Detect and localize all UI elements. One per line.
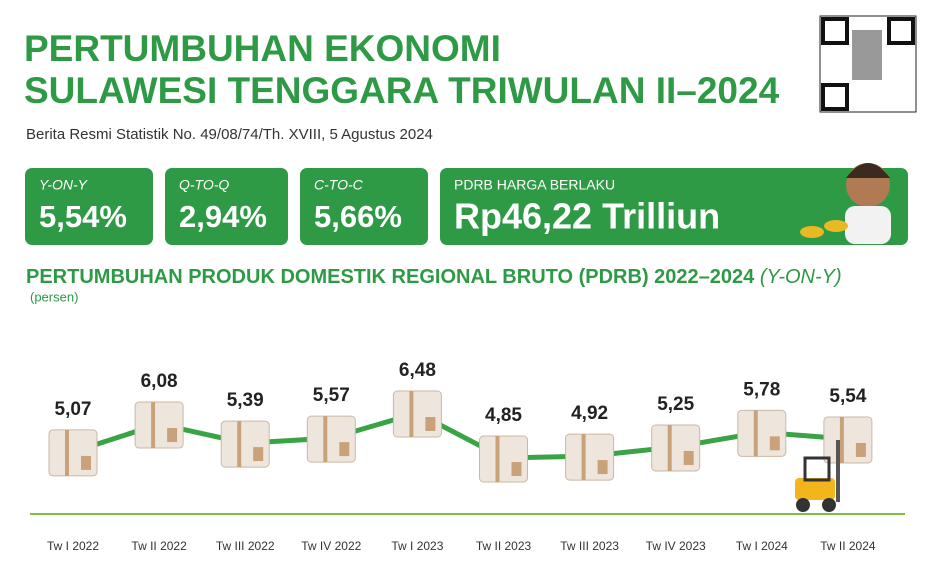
stat-card	[300, 168, 428, 245]
box-label	[597, 460, 608, 475]
stat-card	[165, 168, 288, 245]
chart-title-main: PERTUMBUHAN PRODUK DOMESTIK REGIONAL BRU…	[26, 266, 755, 288]
card-value: Rp46,22 Trilliun	[454, 196, 720, 237]
box-label	[81, 455, 91, 470]
subtitle: Berita Resmi Statistik No. 49/08/74/Th. …	[26, 126, 433, 143]
x-tick-label: Tw IV 2023	[646, 539, 706, 553]
x-tick-label: Tw II 2023	[476, 539, 532, 553]
value-label: 4,92	[571, 403, 608, 424]
x-tick-label: Tw III 2023	[560, 539, 619, 553]
box-label	[425, 417, 436, 431]
x-tick-label: Tw II 2024	[820, 539, 876, 553]
stat-card	[25, 168, 153, 245]
box-label	[339, 442, 350, 457]
card-label: PDRB HARGA BERLAKU	[454, 177, 615, 193]
x-tick-label: Tw IV 2022	[301, 539, 361, 553]
value-label: 4,85	[485, 405, 522, 426]
forklift	[795, 440, 840, 512]
card-label: Y-ON-Y	[39, 177, 89, 193]
card-value: 2,94%	[179, 199, 267, 234]
x-tick-label: Tw I 2022	[47, 539, 99, 553]
value-label: 5,57	[313, 385, 350, 406]
title-line: PERTUMBUHAN EKONOMI	[24, 28, 501, 69]
title-line: SULAWESI TENGGARA TRIWULAN II–2024	[24, 70, 780, 111]
chart-title: PERTUMBUHAN PRODUK DOMESTIK REGIONAL BRU…	[26, 266, 842, 288]
box-label	[253, 447, 264, 462]
box-label	[167, 428, 178, 443]
box-label	[769, 436, 780, 451]
qr-code	[819, 15, 917, 113]
stat-card	[440, 168, 908, 245]
y-label: (persen)	[30, 289, 78, 304]
box-label	[855, 442, 866, 457]
chart-title-suffix: (Y-ON-Y)	[760, 266, 842, 288]
card-label: Q-TO-Q	[179, 177, 229, 193]
card-label: C-TO-C	[314, 177, 364, 193]
value-label: 5,07	[55, 399, 92, 420]
x-tick-label: Tw I 2024	[736, 539, 788, 553]
value-label: 5,25	[657, 394, 694, 415]
x-tick-label: Tw I 2023	[391, 539, 443, 553]
x-tick-label: Tw III 2022	[216, 539, 275, 553]
x-tick-label: Tw II 2022	[131, 539, 187, 553]
box-label	[683, 450, 694, 465]
value-label: 5,54	[829, 386, 866, 407]
value-label: 5,78	[743, 379, 780, 400]
card-value: 5,66%	[314, 199, 402, 234]
value-label: 6,48	[399, 360, 436, 381]
value-label: 6,08	[141, 371, 178, 392]
card-value: 5,54%	[39, 199, 127, 234]
value-label: 5,39	[227, 390, 264, 411]
box-label	[511, 462, 522, 476]
mascot	[800, 163, 891, 244]
line	[72, 410, 849, 461]
